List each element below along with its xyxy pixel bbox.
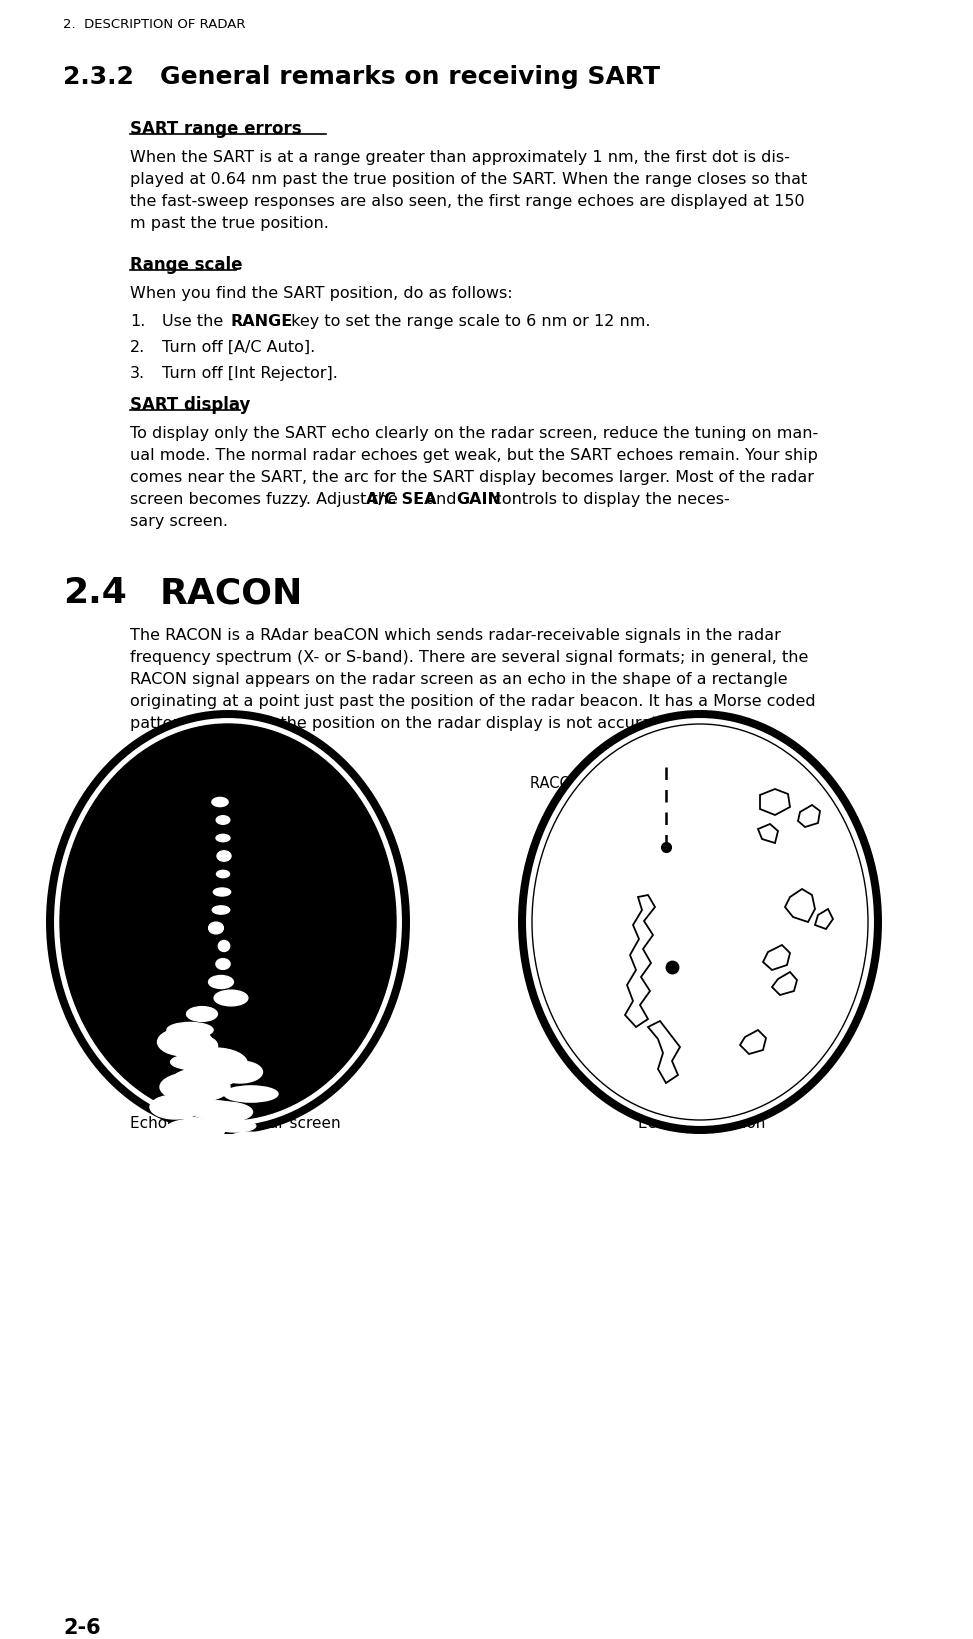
Ellipse shape [532, 724, 868, 1121]
Text: ual mode. The normal radar echoes get weak, but the SART echoes remain. Your shi: ual mode. The normal radar echoes get we… [130, 447, 818, 462]
Ellipse shape [60, 724, 396, 1121]
Ellipse shape [213, 888, 231, 897]
Text: key to set the range scale to 6 nm or 12 nm.: key to set the range scale to 6 nm or 12… [286, 313, 651, 329]
Ellipse shape [518, 711, 882, 1134]
Ellipse shape [150, 1095, 200, 1119]
Ellipse shape [216, 816, 230, 824]
Ellipse shape [158, 1028, 212, 1057]
Text: To display only the SART echo clearly on the radar screen, reduce the tuning on : To display only the SART echo clearly on… [130, 426, 818, 441]
Ellipse shape [216, 834, 230, 842]
Text: originating at a point just past the position of the radar beacon. It has a Mors: originating at a point just past the pos… [130, 693, 815, 708]
Text: frequency spectrum (X- or S-band). There are several signal formats; in general,: frequency spectrum (X- or S-band). There… [130, 649, 809, 664]
Ellipse shape [174, 1069, 236, 1088]
Text: SART range errors: SART range errors [130, 120, 302, 138]
Ellipse shape [188, 1139, 233, 1155]
Ellipse shape [195, 1037, 218, 1056]
Text: screen becomes fuzzy. Adjust the: screen becomes fuzzy. Adjust the [130, 492, 403, 506]
Ellipse shape [214, 990, 248, 1006]
Text: sary screen.: sary screen. [130, 513, 228, 529]
Text: Your ship position: Your ship position [690, 962, 819, 977]
Ellipse shape [187, 1006, 217, 1021]
Ellipse shape [208, 975, 234, 988]
Ellipse shape [214, 1121, 256, 1133]
Text: comes near the SART, the arc for the SART display becomes larger. Most of the ra: comes near the SART, the arc for the SAR… [130, 470, 814, 485]
Text: Turn off [A/C Auto].: Turn off [A/C Auto]. [162, 339, 315, 354]
Text: controls to display the neces-: controls to display the neces- [487, 492, 729, 506]
Ellipse shape [216, 870, 230, 879]
Text: 2-6: 2-6 [63, 1618, 100, 1637]
Ellipse shape [217, 851, 231, 862]
Text: RACON signal: RACON signal [530, 775, 631, 790]
Text: RANGE: RANGE [230, 313, 292, 329]
Text: Echoes on the radar screen: Echoes on the radar screen [130, 1115, 341, 1131]
Text: 2.3.2: 2.3.2 [63, 66, 134, 89]
Ellipse shape [525, 718, 875, 1128]
Ellipse shape [187, 1147, 247, 1169]
Text: pattern. Note that the position on the radar display is not accurate.: pattern. Note that the position on the r… [130, 716, 672, 731]
Text: Turn off [Int Rejector].: Turn off [Int Rejector]. [162, 365, 338, 380]
Ellipse shape [218, 941, 230, 952]
Text: Use the: Use the [162, 313, 229, 329]
Ellipse shape [167, 1023, 213, 1037]
Ellipse shape [226, 1133, 270, 1152]
Ellipse shape [183, 1049, 247, 1080]
Ellipse shape [165, 1119, 225, 1141]
Text: Range scale: Range scale [130, 256, 242, 274]
Text: 1.: 1. [130, 313, 145, 329]
Text: GAIN: GAIN [456, 492, 501, 506]
Ellipse shape [198, 1103, 253, 1123]
Ellipse shape [158, 1149, 193, 1165]
Text: 2.4: 2.4 [63, 575, 126, 610]
Ellipse shape [212, 906, 230, 915]
Text: RACON signal appears on the radar screen as an echo in the shape of a rectangle: RACON signal appears on the radar screen… [130, 672, 787, 687]
Text: RACON station: RACON station [530, 842, 637, 857]
Ellipse shape [216, 959, 230, 970]
Ellipse shape [190, 1101, 240, 1119]
Text: SART display: SART display [130, 395, 250, 413]
Text: Echo description: Echo description [638, 1115, 766, 1131]
Ellipse shape [160, 1072, 230, 1103]
Text: 2.: 2. [130, 339, 145, 354]
Ellipse shape [170, 1054, 228, 1070]
Text: General remarks on receiving SART: General remarks on receiving SART [160, 66, 660, 89]
Text: The RACON is a RAdar beaCON which sends radar-receivable signals in the radar: The RACON is a RAdar beaCON which sends … [130, 628, 781, 642]
Ellipse shape [208, 923, 224, 934]
Text: 3.: 3. [130, 365, 145, 380]
Text: When you find the SART position, do as follows:: When you find the SART position, do as f… [130, 285, 513, 302]
Ellipse shape [46, 711, 410, 1134]
Text: RACON: RACON [160, 575, 304, 610]
Text: m past the true position.: m past the true position. [130, 216, 329, 231]
Text: When the SART is at a range greater than approximately 1 nm, the first dot is di: When the SART is at a range greater than… [130, 149, 790, 166]
Text: played at 0.64 nm past the true position of the SART. When the range closes so t: played at 0.64 nm past the true position… [130, 172, 808, 187]
Ellipse shape [218, 1062, 263, 1083]
Ellipse shape [224, 1087, 278, 1103]
Text: A/C SEA: A/C SEA [366, 492, 437, 506]
Ellipse shape [53, 718, 403, 1128]
Text: 2.  DESCRIPTION OF RADAR: 2. DESCRIPTION OF RADAR [63, 18, 245, 31]
Text: the fast-sweep responses are also seen, the first range echoes are displayed at : the fast-sweep responses are also seen, … [130, 193, 805, 208]
Ellipse shape [212, 798, 228, 806]
Text: and: and [420, 492, 461, 506]
